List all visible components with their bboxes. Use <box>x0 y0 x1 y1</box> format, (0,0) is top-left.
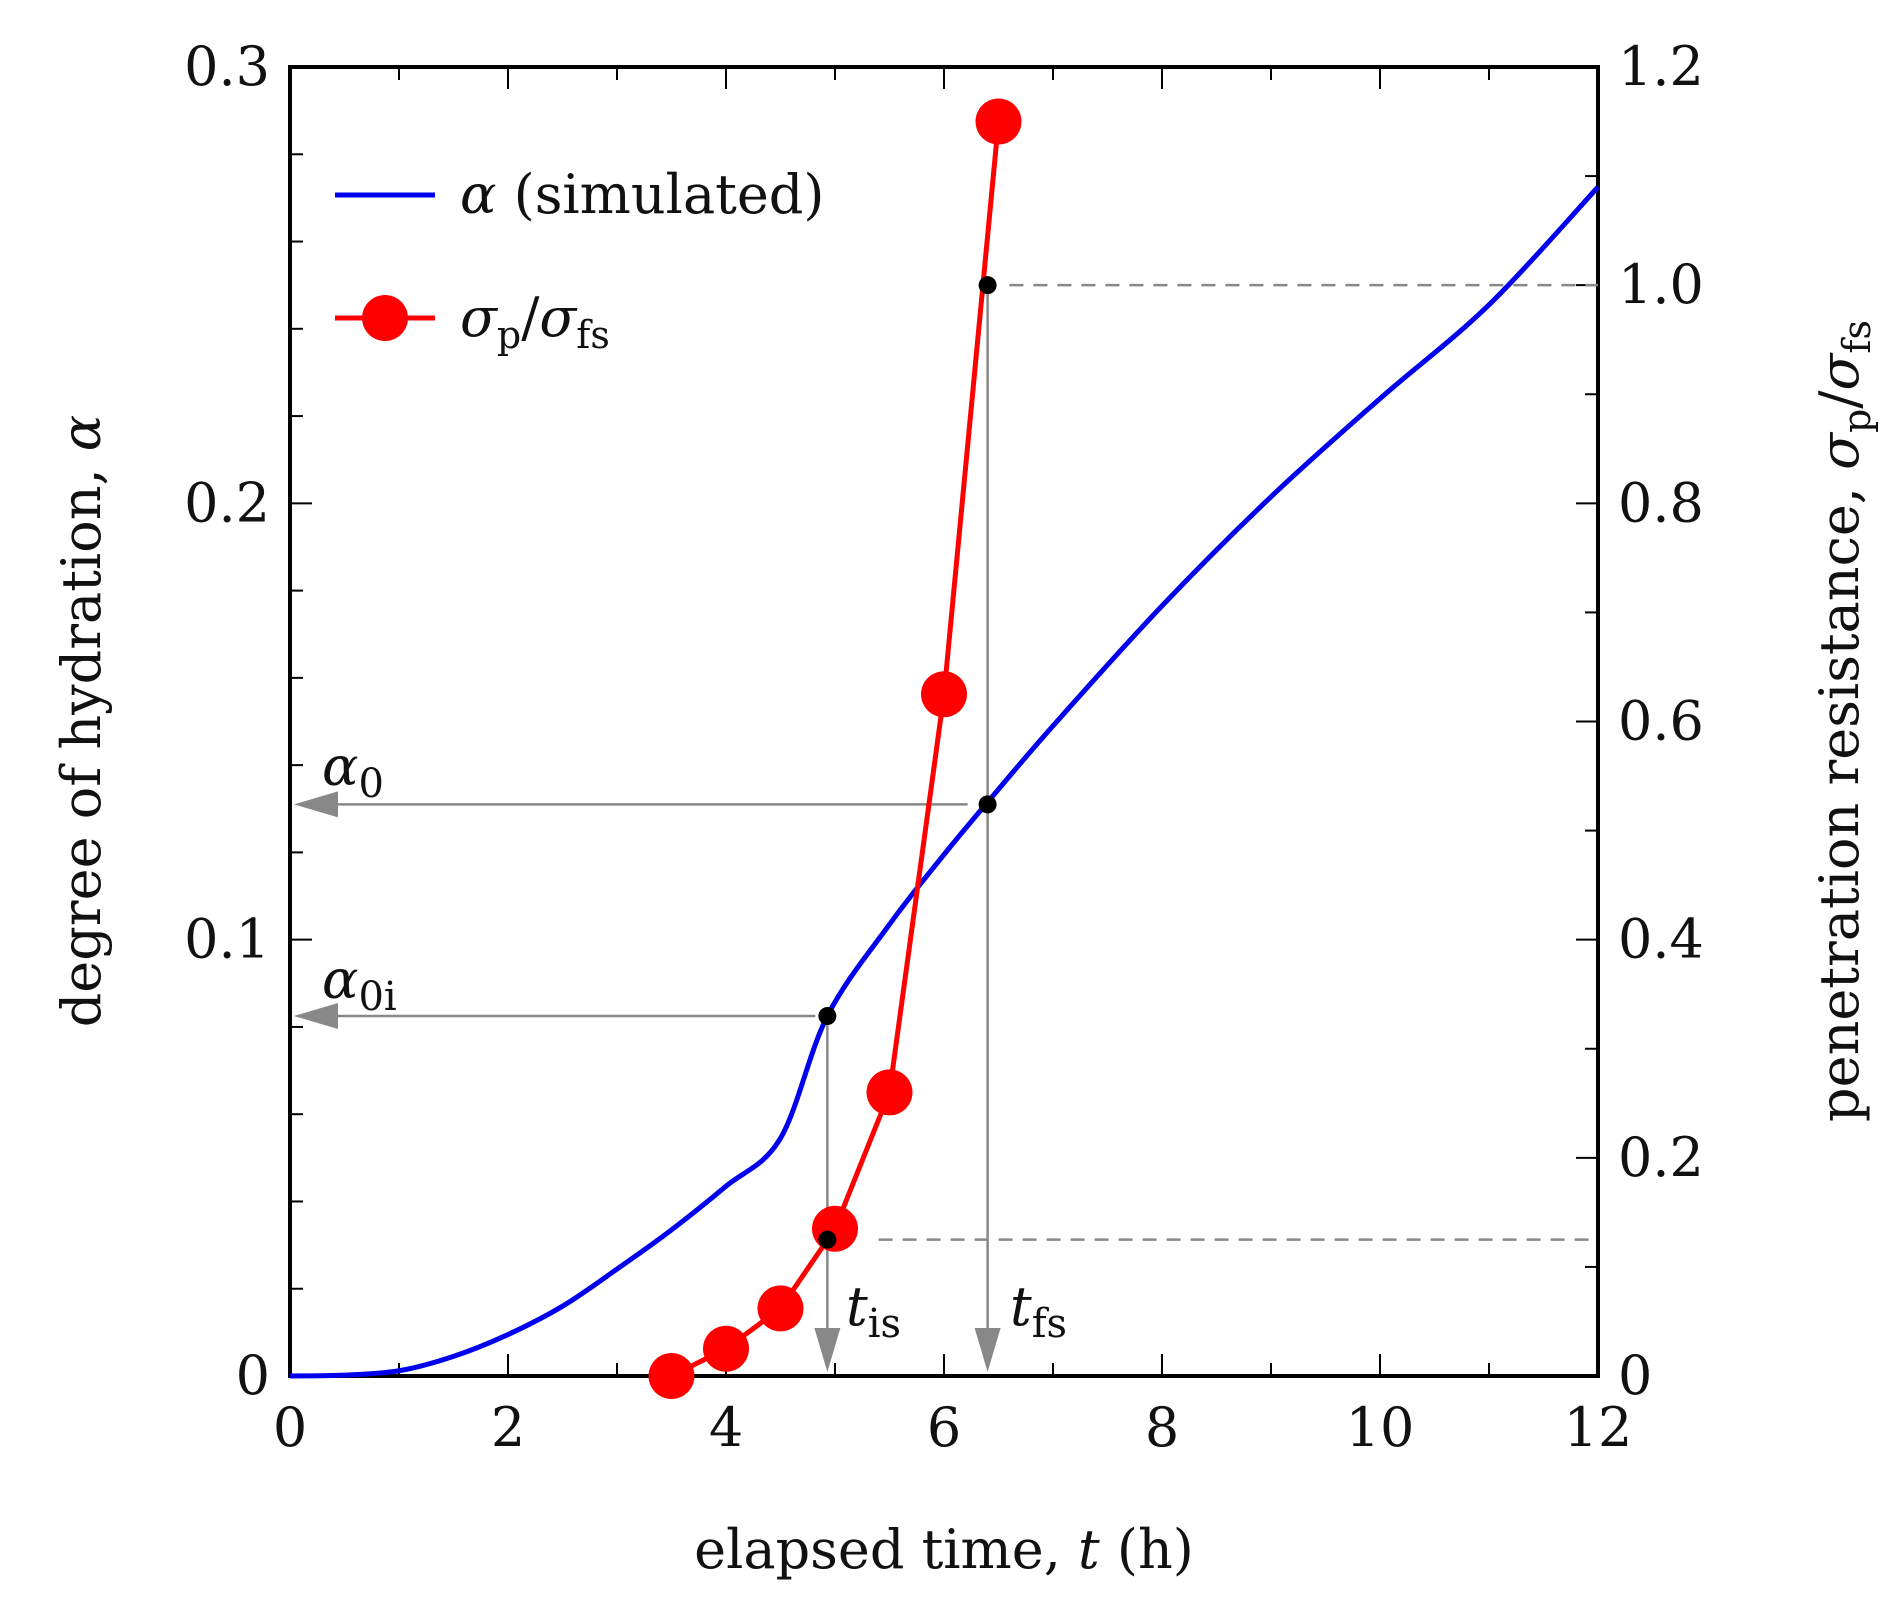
legend-marker-sigma <box>362 295 408 341</box>
series-layer <box>289 98 1600 1399</box>
y-right-axis-title: penetration resistance, σp/σfs <box>1808 320 1879 1122</box>
data-point-sigma <box>812 1205 858 1252</box>
key-point-markers <box>818 276 997 1249</box>
x-tick-label: 4 <box>709 1396 743 1459</box>
annotation-tis: tis <box>846 1275 901 1347</box>
y-right-tick-label: 0.2 <box>1618 1126 1704 1189</box>
key-point-tfs-sigma <box>978 276 997 295</box>
arrow-tis-arrowhead <box>814 1328 841 1372</box>
y-left-axis-title: degree of hydration, α <box>50 415 113 1028</box>
key-point-tfs-alpha <box>978 795 997 814</box>
x-tick-label: 0 <box>273 1396 307 1459</box>
guides <box>294 283 1598 1372</box>
y-right-tick-label: 1.2 <box>1618 35 1704 98</box>
y-left-tick-label: 0.3 <box>184 35 270 98</box>
data-point-sigma <box>703 1325 749 1372</box>
annotation-tfs: tfs <box>1010 1275 1067 1347</box>
y-left-tick-label: 0.2 <box>184 471 270 534</box>
y-right-tick-label: 0 <box>1618 1344 1652 1407</box>
arrow-alpha0i-arrowhead <box>294 1003 338 1030</box>
data-point-sigma <box>757 1285 804 1332</box>
legend-label-sigma: σp/σfs <box>460 286 610 357</box>
y-right-tick-label: 0.8 <box>1618 471 1704 534</box>
data-point-sigma <box>866 1069 913 1116</box>
y-right-tick-label: 1.0 <box>1618 253 1704 316</box>
key-point-tis-alpha <box>818 1007 837 1026</box>
x-tick-label: 8 <box>1145 1396 1179 1459</box>
legend-label-alpha: α (simulated) <box>460 163 824 226</box>
x-tick-label: 12 <box>1564 1396 1633 1459</box>
x-tick-label: 6 <box>927 1396 961 1459</box>
data-point-sigma <box>921 671 967 718</box>
y-right-tick-label: 0.6 <box>1618 690 1704 753</box>
data-point-sigma <box>648 1353 695 1399</box>
y-left-tick-label: 0 <box>236 1344 270 1407</box>
data-point-sigma <box>975 98 1022 145</box>
series-line-0 <box>289 185 1600 1379</box>
x-tick-label: 2 <box>491 1396 525 1459</box>
x-axis-title: elapsed time, t (h) <box>694 1518 1194 1581</box>
arrow-alpha0-arrowhead <box>294 791 338 818</box>
annotation-alpha0: α0 <box>322 735 384 807</box>
arrow-tfs-arrowhead <box>974 1328 1001 1372</box>
y-left-tick-label: 0.1 <box>184 908 270 971</box>
key-point-tis-sigma <box>818 1230 837 1249</box>
x-tick-label: 10 <box>1346 1396 1415 1459</box>
legend: α (simulated) σp/σfs <box>335 163 824 357</box>
plot-frame <box>288 65 1600 1378</box>
annotation-alpha0i: α0i <box>322 948 397 1020</box>
y-right-tick-label: 0.4 <box>1618 908 1704 971</box>
